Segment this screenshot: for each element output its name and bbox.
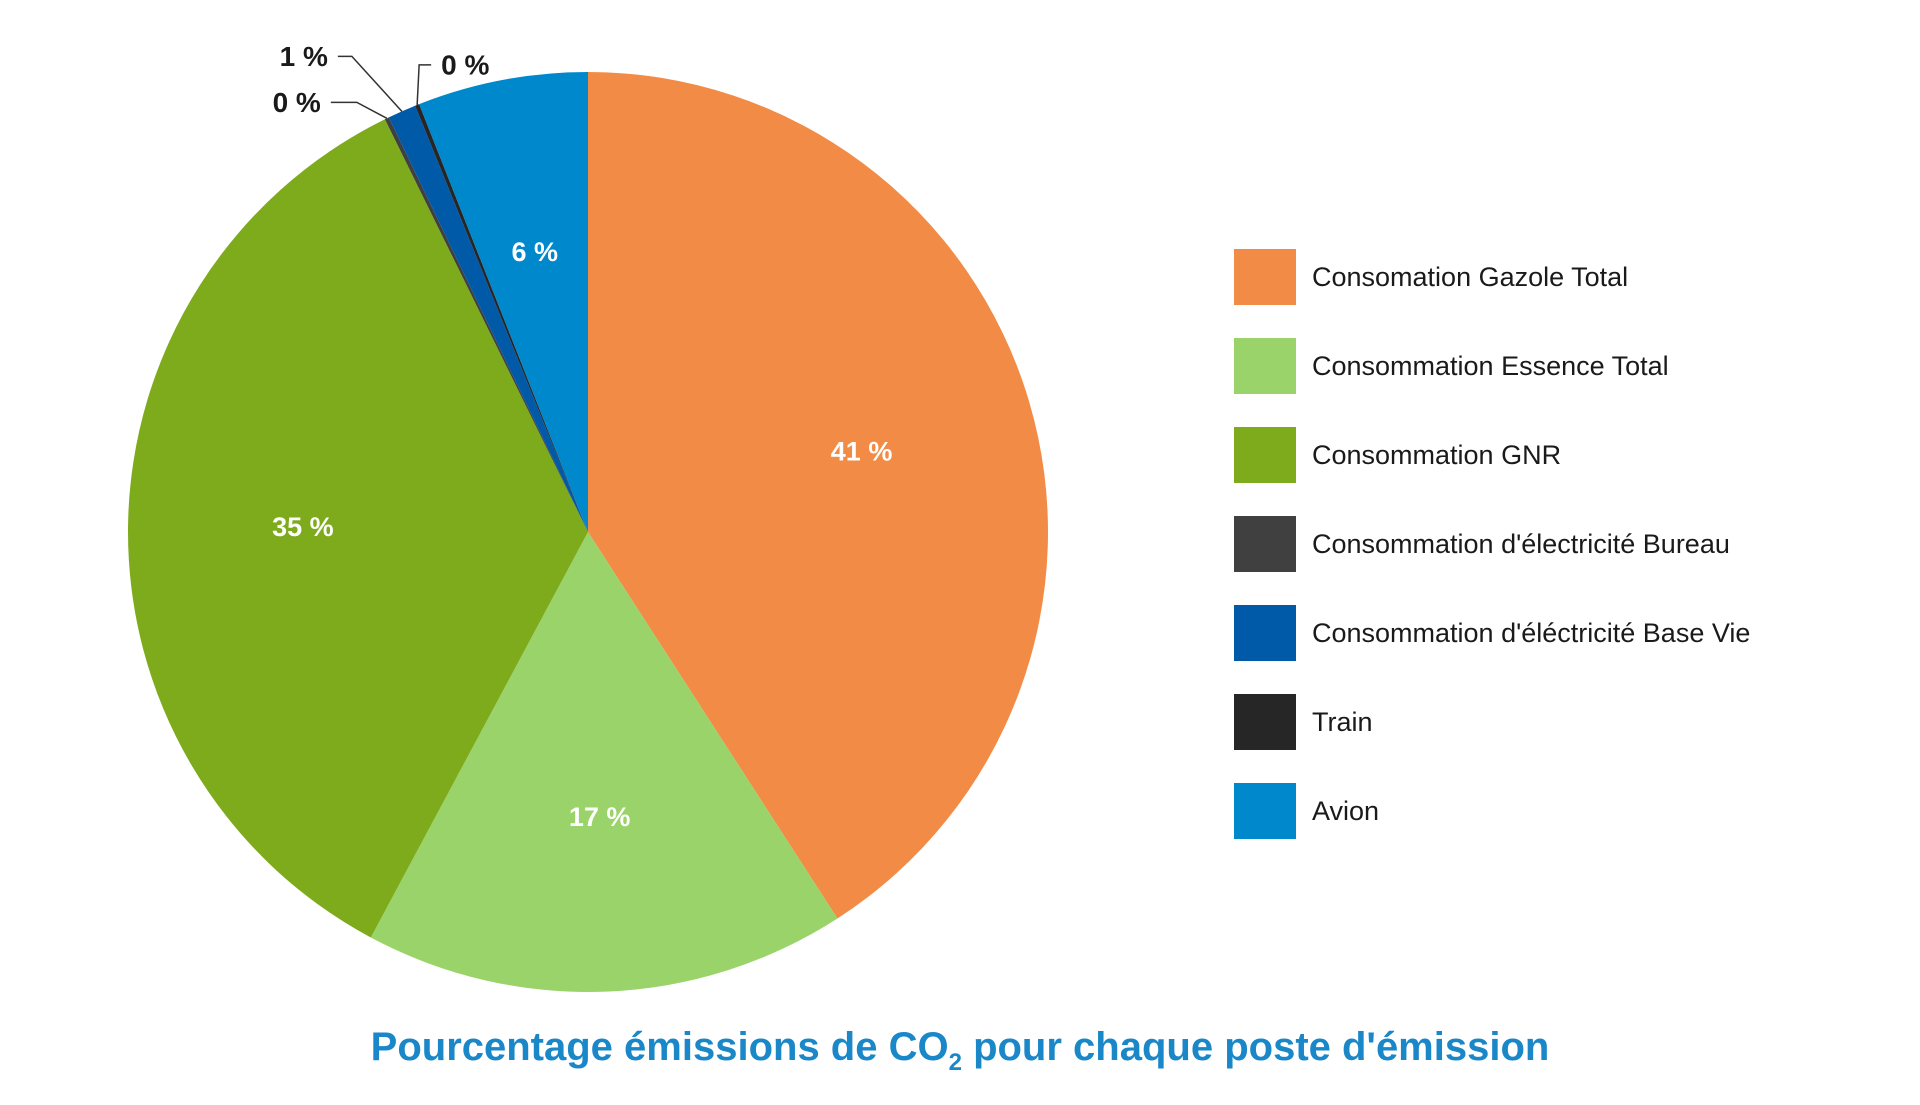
legend-swatch [1234, 427, 1296, 483]
legend-item-train: Train [1234, 693, 1874, 751]
legend-swatch [1234, 605, 1296, 661]
legend-swatch [1234, 516, 1296, 572]
legend-item-electricite-bureau: Consommation d'électricité Bureau [1234, 515, 1874, 573]
legend-item-essence: Consommation Essence Total [1234, 337, 1874, 395]
legend-label: Consommation d'éléctricité Base Vie [1312, 617, 1751, 648]
chart-title: Pourcentage émissions de CO2 pour chaque… [0, 1025, 1920, 1075]
legend-swatch [1234, 338, 1296, 394]
legend-swatch [1234, 694, 1296, 750]
legend-label: Consomation Gazole Total [1312, 261, 1629, 292]
pie-value-label: 0 % [441, 49, 489, 80]
pie-slice [370, 532, 838, 992]
pie-chart: 41 % 17 % 35 % 0 % 1 % 0 % 6 % [128, 41, 1048, 992]
legend-label: Consommation GNR [1312, 439, 1562, 470]
pie-slice [588, 72, 1048, 919]
pie-value-label: 0 % [273, 87, 321, 118]
pie-value-label: 1 % [280, 41, 328, 72]
pie-value-label: 17 % [569, 802, 631, 832]
chart-title-rest: pour chaque poste d'émission [961, 1025, 1550, 1069]
pie-slices [128, 72, 1048, 992]
legend-label: Avion [1312, 795, 1380, 826]
chart-legend: Consomation Gazole Total Consommation Es… [1234, 248, 1874, 871]
pie-leader-line [337, 55, 403, 112]
chart-title-main: Pourcentage émissions de CO [370, 1025, 949, 1069]
pie-leader-line [330, 101, 388, 119]
legend-swatch [1234, 249, 1296, 305]
pie-slice [384, 117, 588, 532]
pie-value-label: 35 % [272, 512, 334, 542]
legend-item-electricite-base-vie: Consommation d'éléctricité Base Vie [1234, 604, 1874, 662]
legend-item-gazole: Consomation Gazole Total [1234, 248, 1874, 306]
pie-slice [388, 105, 588, 532]
legend-label: Consommation d'électricité Bureau [1312, 528, 1730, 559]
legend-item-gnr: Consommation GNR [1234, 426, 1874, 484]
pie-leader-line [416, 64, 432, 105]
pie-leader-lines [330, 55, 432, 119]
legend-label: Train [1312, 706, 1373, 737]
pie-slice [128, 119, 589, 938]
legend-label: Consommation Essence Total [1312, 350, 1669, 381]
legend-item-avion: Avion [1234, 782, 1874, 840]
legend-swatch [1234, 783, 1296, 839]
chart-title-subscript: 2 [948, 1049, 962, 1076]
pie-slice [415, 104, 588, 532]
pie-value-labels: 41 % 17 % 35 % 0 % 1 % 0 % 6 % [272, 41, 892, 832]
pie-slice [419, 72, 588, 532]
pie-value-label: 41 % [831, 436, 893, 466]
pie-value-label: 6 % [511, 237, 558, 267]
